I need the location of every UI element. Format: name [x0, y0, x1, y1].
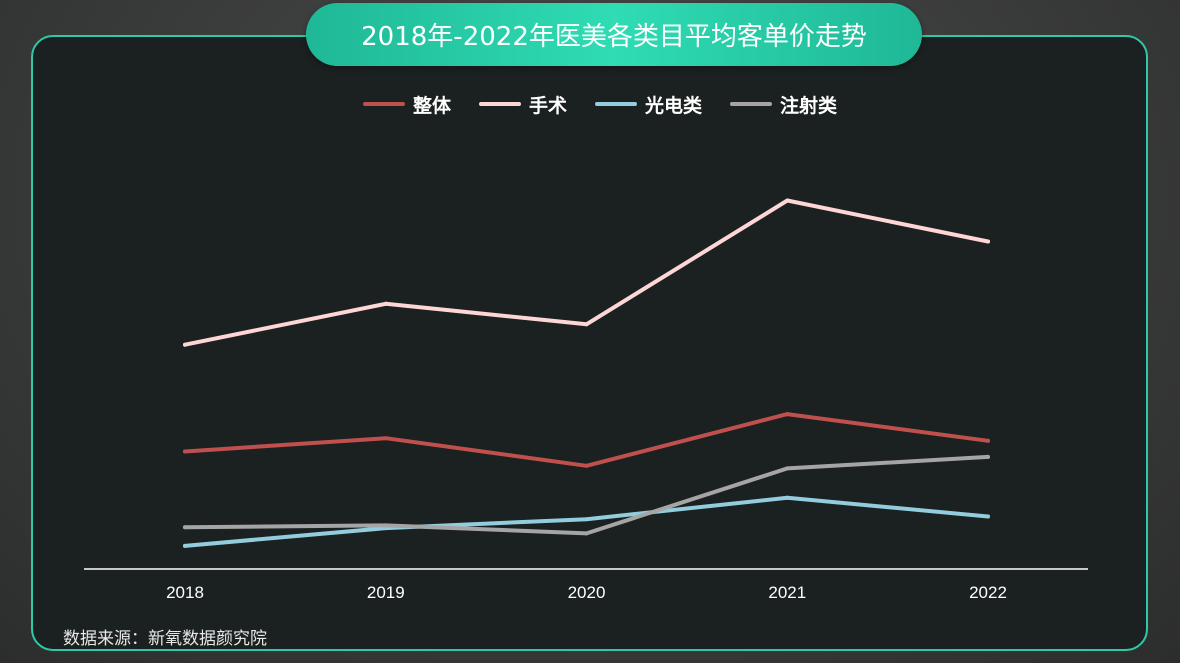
data-point-3-0: [183, 525, 187, 530]
data-point-2-3: [785, 495, 790, 500]
data-point-1-2: [584, 322, 589, 327]
legend-item-photoelectric: 光电类: [595, 91, 702, 118]
data-point-3-3: [785, 466, 790, 471]
data-point-2-2: [584, 517, 589, 522]
series-line-0: [183, 412, 990, 468]
data-point-0-2: [584, 463, 589, 468]
legend-swatch-overall: [362, 102, 405, 106]
x-tick-label: 2019: [367, 583, 405, 602]
data-source-note: 数据来源：新氧数据颜究院: [63, 629, 267, 649]
legend-label-surgery: 手术: [528, 94, 567, 117]
x-tick-label: 2018: [166, 583, 204, 602]
legend-item-surgery: 手术: [478, 91, 567, 118]
x-tick-label: 2022: [969, 583, 1007, 602]
data-point-0-1: [383, 436, 388, 441]
data-point-0-0: [183, 449, 187, 454]
legend-swatch-photoelectric: [595, 102, 637, 106]
series-line-3: [183, 454, 990, 536]
chart-title: 2018年-2022年医美各类目平均客单价走势: [306, 3, 922, 66]
data-point-0-3: [785, 412, 790, 417]
data-point-1-0: [183, 342, 187, 347]
data-point-3-2: [584, 531, 589, 536]
x-tick-label: 2020: [568, 583, 606, 602]
data-point-0-4: [986, 438, 990, 443]
data-point-3-4: [986, 454, 990, 459]
x-tick-labels: 2018 2019 2020 2021 2022: [166, 583, 1007, 602]
chart-panel: [31, 35, 1148, 651]
legend-swatch-injection: [730, 102, 773, 106]
legend-label-photoelectric: 光电类: [645, 94, 703, 117]
series-layer: [183, 198, 990, 548]
legend-label-injection: 注射类: [780, 94, 838, 117]
data-point-2-4: [986, 514, 990, 519]
data-point-3-1: [383, 523, 388, 528]
series-line-2: [183, 495, 990, 548]
legend-swatch-surgery: [478, 102, 521, 106]
legend-item-overall: 整体: [362, 91, 451, 118]
data-point-1-1: [383, 301, 388, 306]
data-point-1-4: [986, 239, 990, 244]
data-point-2-0: [183, 543, 187, 548]
x-tick-label: 2021: [768, 583, 806, 602]
data-point-1-3: [785, 198, 790, 203]
legend-label-overall: 整体: [412, 94, 451, 117]
legend-item-injection: 注射类: [730, 91, 837, 118]
legend: 整体 手术 光电类 注射类: [0, 88, 1180, 120]
